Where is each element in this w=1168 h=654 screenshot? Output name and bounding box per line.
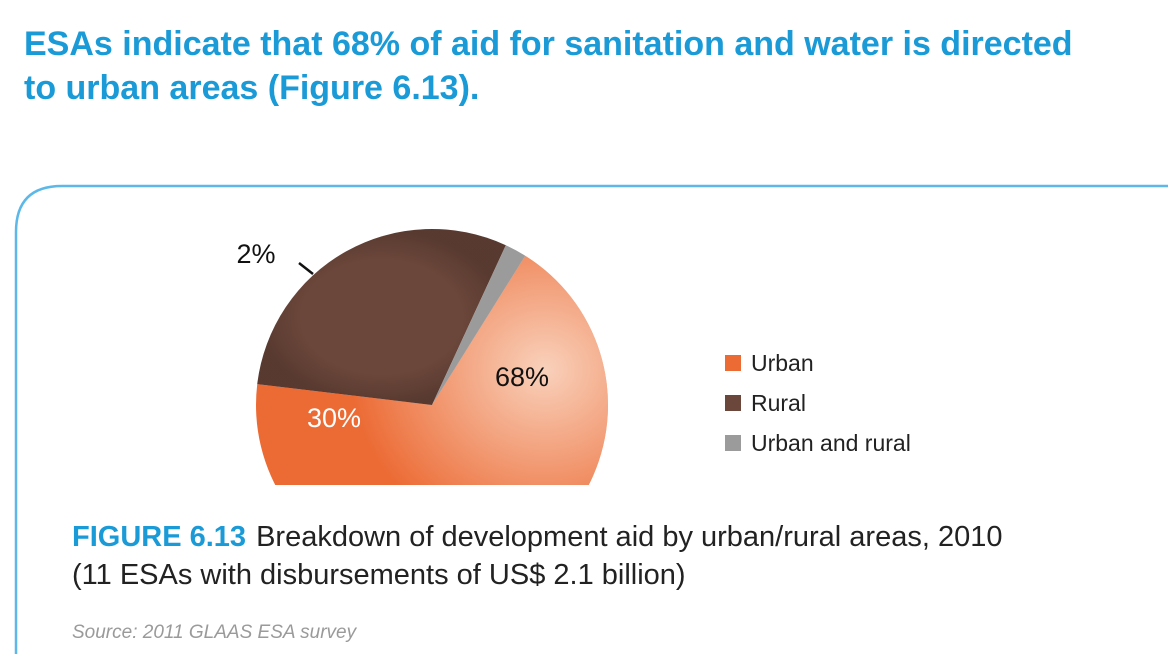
headline-line-1: ESAs indicate that 68% of aid for sanita…: [24, 25, 1073, 63]
legend-item-rural: Rural: [725, 383, 911, 423]
figure-number: FIGURE 6.13: [72, 521, 247, 553]
pie-slice-urban-and-rural: [432, 245, 526, 405]
legend-label-urban: Urban: [751, 349, 814, 376]
pie-label-rural: 30%: [307, 403, 361, 433]
pie-label-urban-and-rural: 2%: [236, 239, 275, 269]
legend: Urban Rural Urban and rural: [725, 343, 911, 463]
legend-swatch-rural: [725, 395, 741, 411]
pie-slice-urban-highlight: [256, 255, 608, 485]
figure-caption: FIGURE 6.13 Breakdown of development aid …: [72, 518, 1168, 594]
legend-item-urban: Urban: [725, 343, 911, 383]
legend-swatch-urban-and-rural: [725, 435, 741, 451]
caption-text-line-2: (11 ESAs with disbursements of US$ 2.1 b…: [72, 559, 686, 591]
leader-line: [298, 262, 314, 275]
legend-item-urban-and-rural: Urban and rural: [725, 423, 911, 463]
headline: ESAs indicate that 68% of aid for sanita…: [24, 22, 1168, 110]
source-note: Source: 2011 GLAAS ESA survey: [72, 622, 357, 643]
legend-swatch-urban: [725, 355, 741, 371]
pie-label-urban: 68%: [495, 362, 549, 392]
caption-text-line-1: Breakdown of development aid by urban/ru…: [256, 521, 1003, 553]
pie-slice-rural-shade: [257, 229, 506, 405]
legend-label-rural: Rural: [751, 389, 806, 416]
headline-line-2: to urban areas (Figure 6.13).: [24, 69, 480, 107]
legend-label-urban-and-rural: Urban and rural: [751, 429, 911, 456]
